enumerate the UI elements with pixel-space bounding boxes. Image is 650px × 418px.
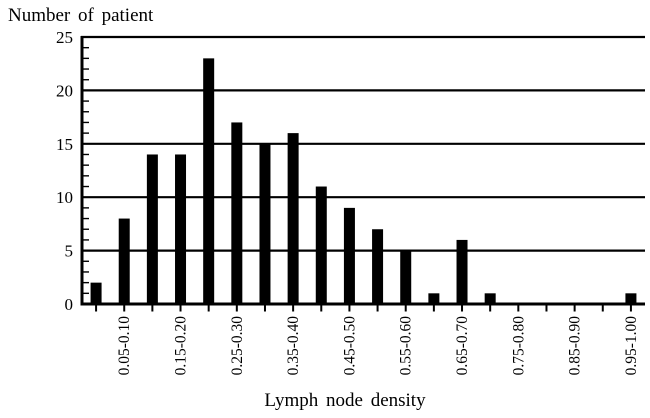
bar	[428, 293, 440, 304]
bar	[259, 143, 271, 304]
x-tick-label: 0.65-0.70	[454, 316, 471, 376]
x-tick-label: 0.45-0.50	[341, 316, 358, 376]
x-tick-label: 0.25-0.30	[229, 316, 246, 376]
x-tick-label: 0.05-0.10	[116, 316, 133, 376]
bar	[90, 282, 102, 304]
x-tick-label: 0.55-0.60	[398, 316, 415, 376]
bar	[456, 239, 468, 304]
y-tick-label: 15	[56, 135, 73, 154]
y-tick-label: 5	[65, 242, 74, 261]
bar	[287, 133, 299, 304]
x-tick-label: 0.85-0.90	[567, 316, 584, 376]
x-tick-label: 0.75-0.80	[510, 316, 527, 376]
y-tick-label: 10	[56, 188, 73, 207]
bar	[372, 229, 384, 304]
y-axis-title: Number of patient	[8, 5, 154, 26]
y-tick-label: 25	[56, 28, 73, 47]
bar	[146, 154, 158, 304]
bar	[231, 122, 243, 304]
bar	[118, 218, 130, 304]
bar	[175, 154, 187, 304]
bar	[400, 250, 412, 304]
x-axis-title: Lymph node density	[264, 390, 426, 411]
x-tick-label: 0.35-0.40	[285, 316, 302, 376]
y-tick-label: 20	[56, 81, 73, 100]
bar	[484, 293, 496, 304]
bar	[625, 293, 637, 304]
bar	[315, 186, 327, 304]
bar	[343, 207, 355, 304]
x-tick-label: 0.95-1.00	[623, 316, 640, 376]
x-tick-label: 0.15-0.20	[173, 316, 190, 376]
y-tick-label: 0	[65, 295, 74, 314]
bar	[203, 58, 215, 304]
